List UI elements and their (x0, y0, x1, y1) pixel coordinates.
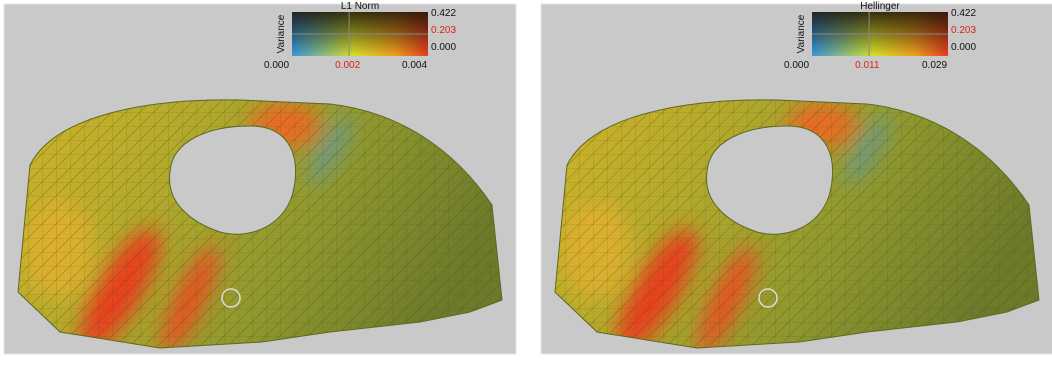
legend-title: Hellinger (860, 1, 900, 12)
legend-x-tick: 0.004 (402, 60, 427, 71)
legend-x-tick: 0.002 (335, 60, 360, 71)
legend-x-tick: 0.000 (264, 60, 289, 71)
legend-y-tick: 0.422 (951, 8, 976, 19)
panel: L1 Norm Variance 0.422 0.203 0.000 0.000 0.002… (0, 1, 520, 360)
legend-y-tick: 0.000 (951, 42, 976, 53)
legend-y-tick: 0.203 (951, 25, 976, 36)
legend-y-tick: 0.203 (431, 25, 456, 36)
legend-y-label: Variance (276, 14, 287, 53)
legend-y-tick: 0.000 (431, 42, 456, 53)
screenshot: L1 Norm Variance 0.422 0.203 0.000 0.000 0.002… (0, 0, 1052, 360)
legend-x-tick: 0.029 (922, 60, 947, 71)
legend-x-tick: 0.000 (784, 60, 809, 71)
legend-y-label: Variance (796, 14, 807, 53)
panel: Hellinger Variance 0.422 0.203 0.000 0.000 0.0… (537, 1, 1052, 360)
legend-y-tick: 0.422 (431, 8, 456, 19)
legend-x-tick: 0.011 (855, 60, 880, 71)
legend-title: L1 Norm (341, 1, 379, 12)
